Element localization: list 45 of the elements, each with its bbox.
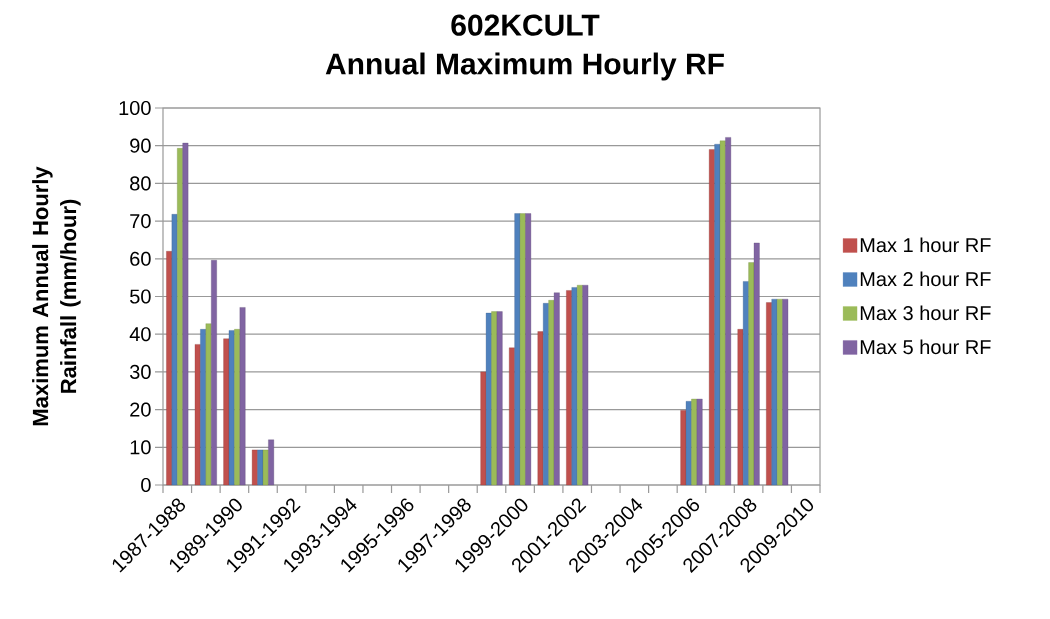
y-tick-label: 0 bbox=[141, 477, 151, 493]
y-tick-label: 30 bbox=[129, 364, 151, 379]
bar bbox=[211, 260, 217, 486]
bar bbox=[753, 242, 760, 486]
bar bbox=[182, 142, 189, 486]
y-tick-label: 80 bbox=[130, 176, 151, 191]
bar bbox=[205, 323, 212, 486]
bar bbox=[268, 439, 274, 486]
bar bbox=[719, 140, 726, 486]
bar bbox=[525, 213, 532, 486]
legend-label: Max 2 hour RF bbox=[860, 271, 991, 287]
bar bbox=[485, 312, 492, 486]
bar bbox=[771, 298, 778, 486]
bar bbox=[257, 449, 264, 486]
bar bbox=[239, 307, 246, 486]
bar bbox=[496, 311, 503, 486]
bar bbox=[685, 401, 692, 486]
legend-label: Max 3 hour RF bbox=[860, 305, 991, 321]
bar bbox=[582, 285, 589, 486]
y-tick-label: 90 bbox=[130, 138, 151, 153]
legend-label: Max 5 hour RF bbox=[860, 339, 991, 355]
bar bbox=[251, 449, 258, 486]
y-axis-title: Maximum Annual Hourly Rainfall (mm/hour) bbox=[32, 166, 81, 426]
y-tick-label: 40 bbox=[129, 327, 151, 342]
bar bbox=[171, 214, 178, 486]
bar bbox=[519, 213, 526, 486]
bar bbox=[228, 330, 235, 486]
y-tick-label: 10 bbox=[130, 440, 151, 455]
y-tick-label: 70 bbox=[130, 214, 151, 229]
bar bbox=[194, 344, 201, 486]
bar bbox=[262, 449, 269, 486]
chart-subtitle: Annual Maximum Hourly RF bbox=[325, 52, 724, 81]
legend-label: Max 1 hour RF bbox=[860, 237, 991, 253]
bar bbox=[725, 137, 732, 486]
bar bbox=[571, 287, 578, 486]
y-tick-label: 20 bbox=[130, 402, 151, 417]
bar bbox=[782, 298, 789, 486]
bar bbox=[553, 292, 560, 486]
chart-title: 602KCULT bbox=[451, 14, 600, 36]
bar bbox=[737, 329, 744, 486]
bar bbox=[537, 331, 544, 486]
y-tick-label: 50 bbox=[130, 289, 151, 304]
bar bbox=[696, 398, 703, 486]
y-tick-label: 100 bbox=[119, 100, 151, 116]
y-tick-label: 60 bbox=[130, 251, 151, 266]
